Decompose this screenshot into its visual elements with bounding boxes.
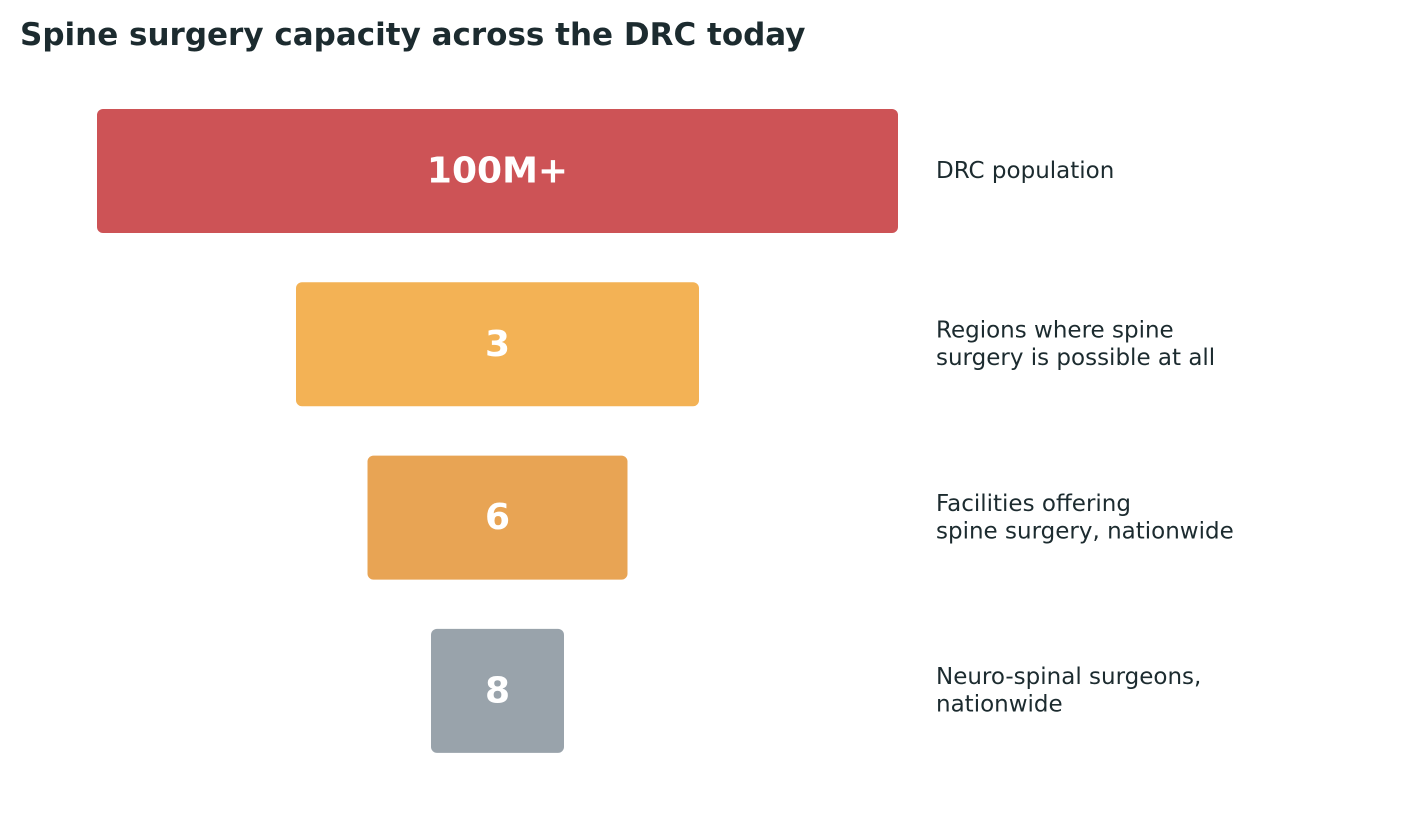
funnel-stage: 100M+ DRC population	[97, 109, 1114, 233]
stage-description-line: Facilities offering	[936, 491, 1131, 517]
stage-description: DRC population	[936, 158, 1114, 184]
stage-value-label: 3	[485, 324, 510, 365]
stage-value-label: 100M+	[427, 151, 568, 192]
stage-description-line: Regions where spine	[936, 318, 1174, 344]
funnel-stage: 6 Facilities offering spine surgery, natio…	[367, 455, 1234, 580]
stage-description: Facilities offering spine surgery, nation…	[936, 491, 1234, 544]
funnel-stage: 3 Regions where spine surgery is possible …	[296, 282, 1215, 407]
funnel-bar	[367, 455, 628, 580]
stage-value-label: 6	[485, 497, 510, 538]
stage-description-line: Neuro-spinal surgeons,	[936, 664, 1201, 690]
stage-description-line: DRC population	[936, 158, 1114, 184]
stage-description: Regions where spine surgery is possible a…	[936, 318, 1215, 372]
funnel-bar	[296, 282, 699, 407]
stage-description-line: surgery is possible at all	[936, 345, 1215, 371]
funnel-bar	[97, 109, 898, 233]
chart-title: Spine surgery capacity across the DRC to…	[20, 17, 806, 53]
funnel-stage: 8 Neuro-spinal surgeons, nationwide	[431, 628, 1201, 753]
stage-description-line: spine surgery, nationwide	[936, 518, 1234, 544]
stage-value-label: 8	[485, 670, 510, 711]
stage-description-line: nationwide	[936, 692, 1063, 718]
funnel-bar	[431, 628, 564, 753]
stage-description: Neuro-spinal surgeons, nationwide	[936, 664, 1201, 718]
